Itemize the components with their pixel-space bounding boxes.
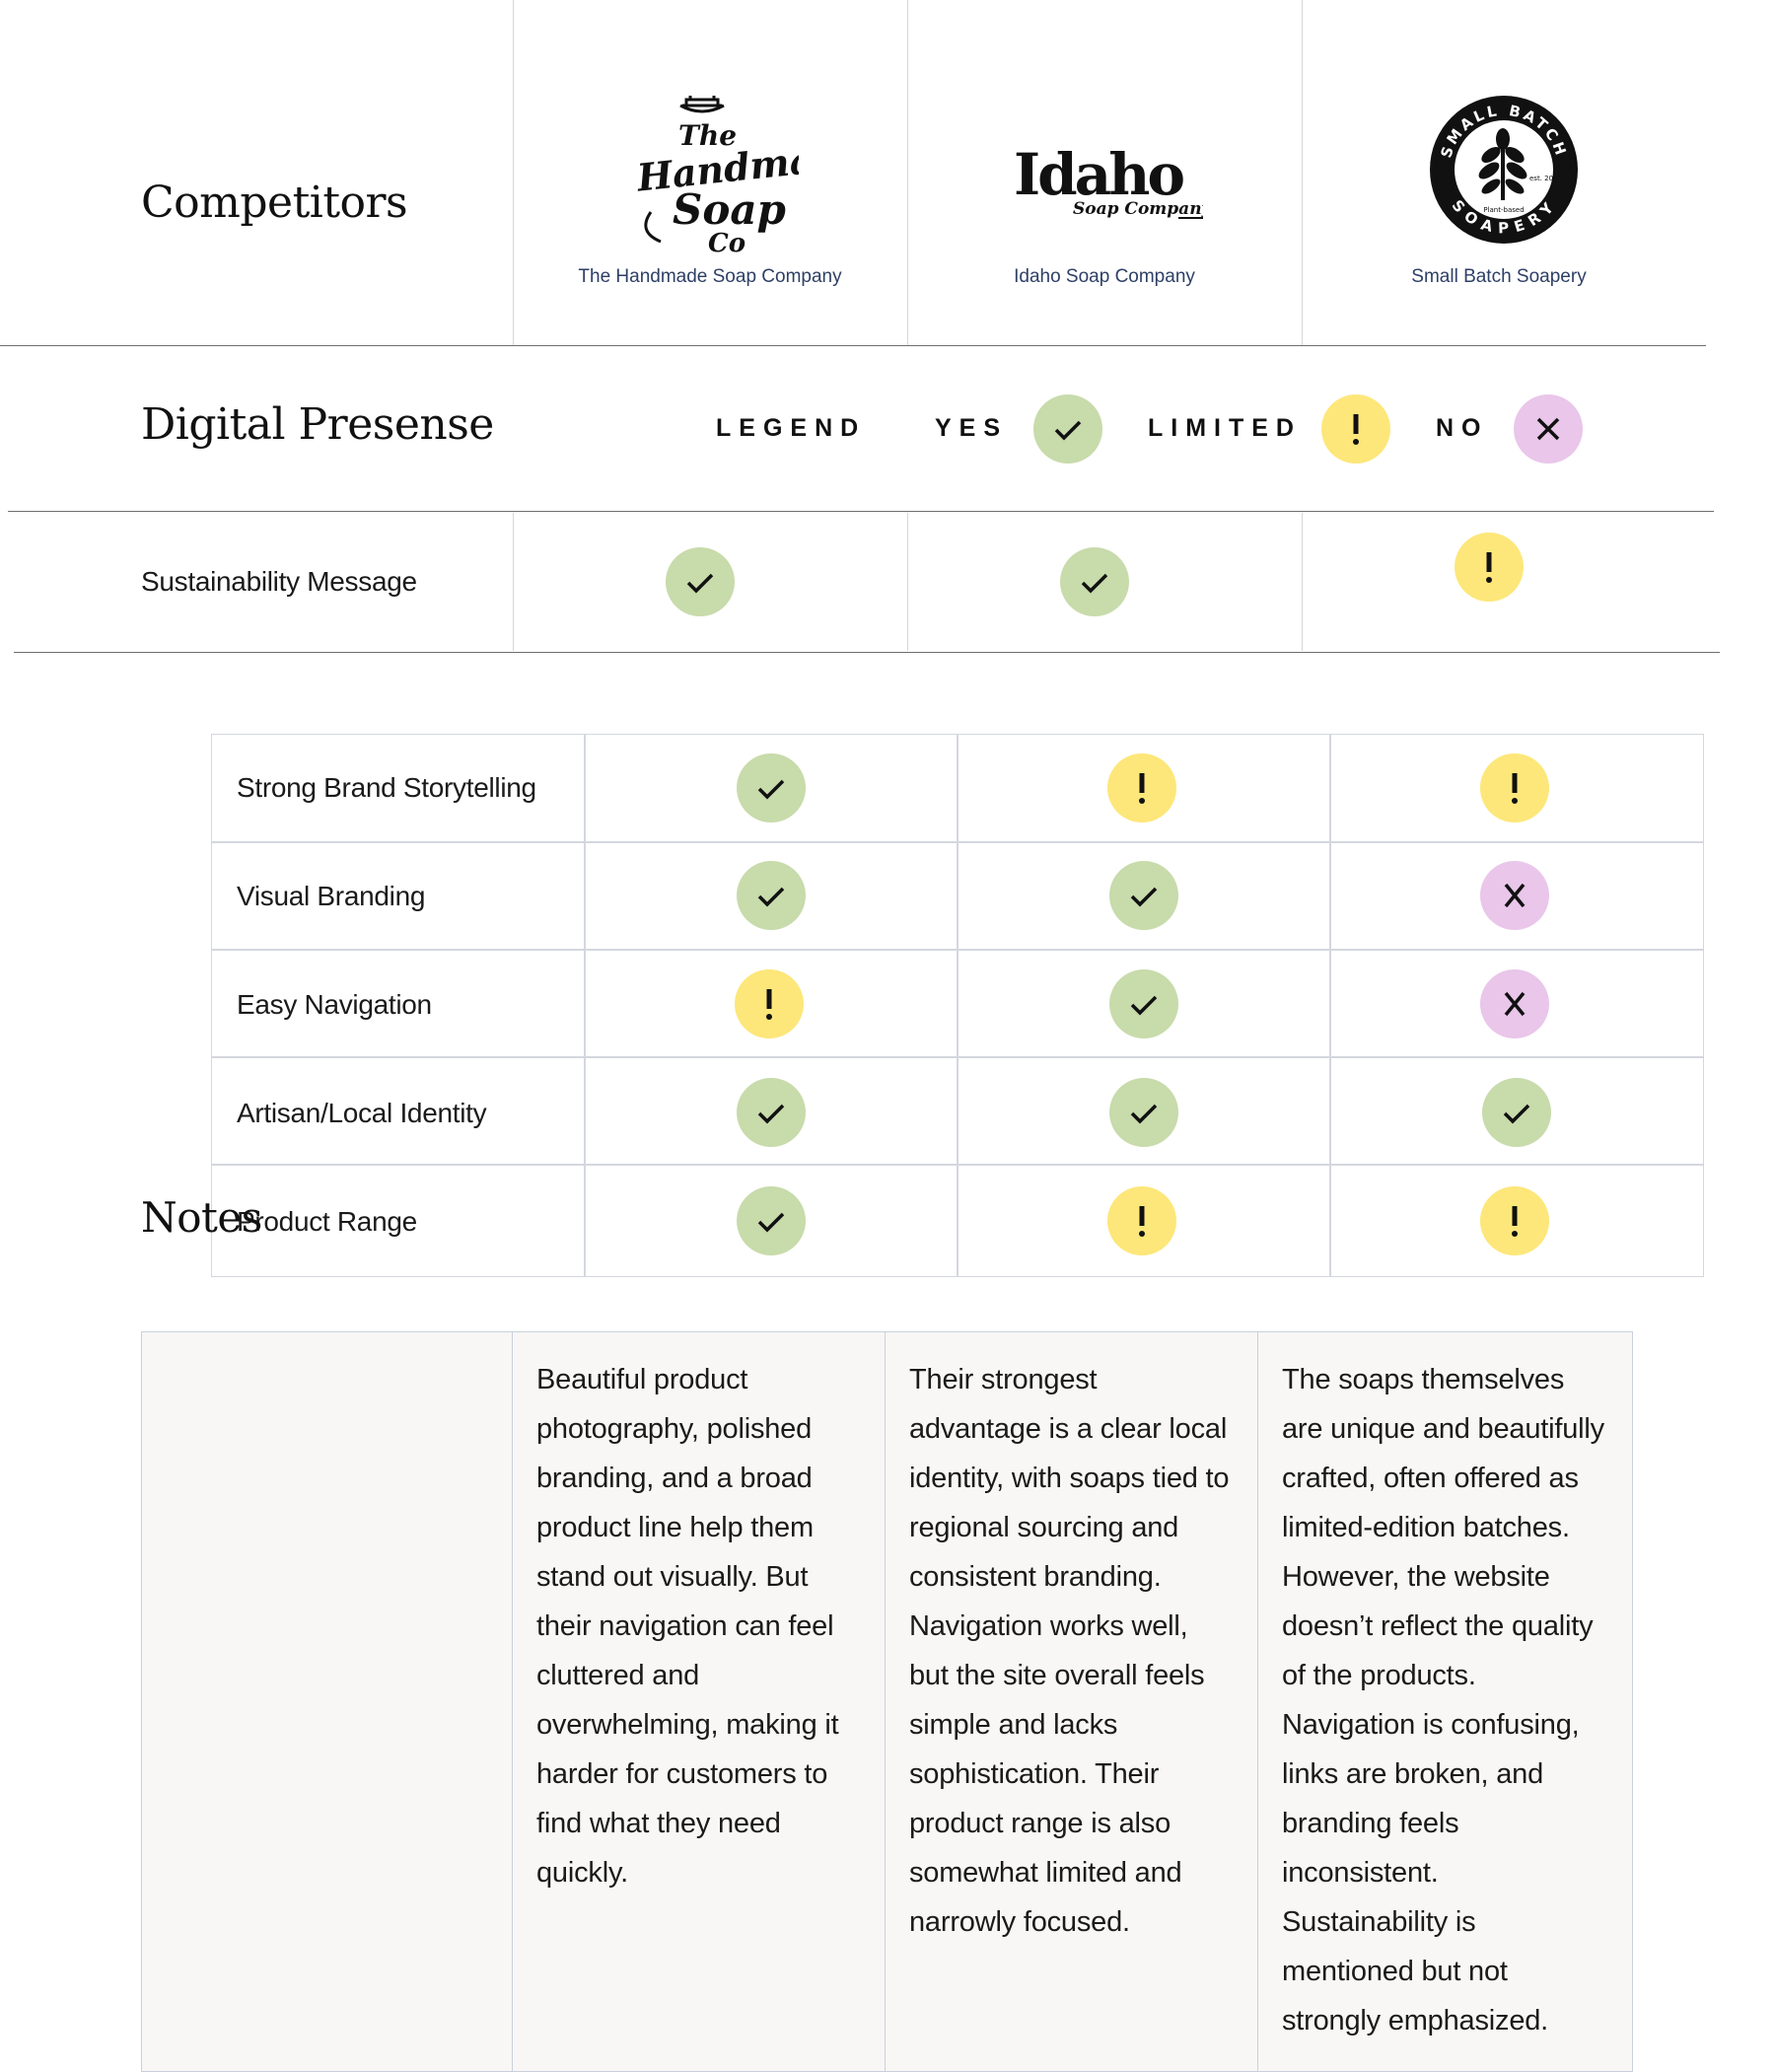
sustainability-status-1 [666,547,735,616]
svg-text:Plant-based: Plant-based [1483,206,1524,214]
navigation-status-3 [1480,969,1549,1038]
visual-branding-status-3 [1480,861,1549,930]
competitor-name-1: The Handmade Soap Company [578,266,842,287]
visual-branding-status-2 [1109,861,1178,930]
legend-limited-icon [1321,394,1390,464]
criteria-label-3: Easy Navigation [237,989,432,1020]
local-identity-status-3 [1482,1078,1551,1147]
handmade-soap-logo: The Handmade Soap Co [621,94,866,261]
idaho-soap-logo: Idaho Soap Company [1006,133,1213,232]
sustainability-status-3 [1455,533,1524,602]
competitor-name-2: Idaho Soap Company [1014,266,1195,287]
notes-entry-2: Their strongest advantage is a clear loc… [909,1364,1230,1938]
criteria-label-1: Strong Brand Storytelling [237,772,536,803]
visual-branding-status-1 [737,861,806,930]
storytelling-status-3 [1480,753,1549,822]
svg-text:Soap: Soap [673,185,786,234]
svg-text:The: The [678,119,737,152]
sustainability-label: Sustainability Message [141,566,417,597]
legend-limited-label: LIMITED [1148,414,1302,442]
legend-yes-icon [1033,394,1102,464]
criteria-label-4: Artisan/Local Identity [237,1098,487,1128]
legend-label: LEGEND [716,414,867,442]
svg-text:Co: Co [708,229,746,258]
storytelling-status-2 [1107,753,1176,822]
criteria-label-2: Visual Branding [237,881,426,911]
criteria-label-5: Product Range [237,1206,417,1237]
competitors-title: Competitors [141,178,408,228]
legend-no-label: NO [1436,414,1489,442]
svg-text:Soap Company: Soap Company [1073,199,1203,219]
notes-title: Notes [141,1193,262,1242]
notes-entry-3: The soaps themselves are unique and beau… [1282,1364,1604,2036]
navigation-status-1 [735,969,804,1038]
sustainability-status-2 [1060,547,1129,616]
notes-box [141,1331,1633,2072]
legend-yes-label: YES [935,414,1009,442]
navigation-status-2 [1109,969,1178,1038]
legend-no-icon [1514,394,1583,464]
competitor-name-3: Small Batch Soapery [1411,266,1587,287]
small-batch-soapery-logo: SMALL BATCH SOAPERY est. 2021 Plant-base… [1428,94,1580,246]
local-identity-status-2 [1109,1078,1178,1147]
product-range-status-2 [1107,1186,1176,1255]
svg-text:Idaho: Idaho [1014,141,1183,208]
product-range-status-1 [737,1186,806,1255]
notes-entry-1: Beautiful product photography, polished … [536,1364,839,1889]
digital-presence-title: Digital Presense [141,399,494,450]
local-identity-status-1 [737,1078,806,1147]
svg-text:est. 2021: est. 2021 [1529,175,1562,182]
storytelling-status-1 [737,753,806,822]
product-range-status-3 [1480,1186,1549,1255]
